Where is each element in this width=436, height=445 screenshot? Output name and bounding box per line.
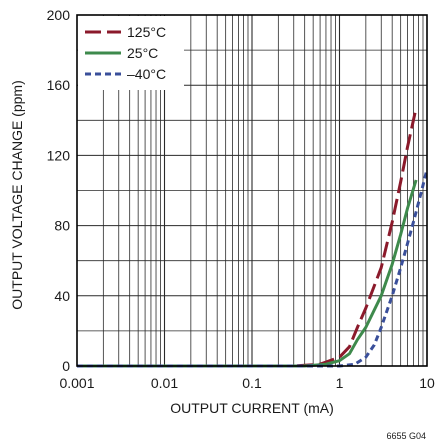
legend-label-0: 125°C: [127, 24, 166, 40]
y-tick-label: 160: [47, 77, 71, 93]
legend-label-2: –40°C: [127, 66, 166, 82]
x-tick-label: 0.1: [242, 375, 262, 391]
y-tick-label: 80: [54, 218, 70, 234]
series-line-0: [77, 107, 418, 368]
x-axis-label: OUTPUT CURRENT (mA): [170, 400, 334, 416]
y-tick-label: 40: [54, 288, 70, 304]
x-tick-label: 0.01: [151, 375, 178, 391]
x-tick-label: 0.001: [59, 375, 94, 391]
legend-label-1: 25°C: [127, 45, 158, 61]
y-tick-label: 0: [62, 358, 70, 374]
legend: 125°C 25°C –40°C: [78, 16, 184, 90]
tick-labels: 0.001 0.01 0.1 1 10 0 40 80 120 160 200: [47, 7, 435, 391]
x-tick-label: 1: [336, 375, 344, 391]
y-tick-label: 120: [47, 147, 71, 163]
figure-footnote: 6655 G04: [386, 431, 426, 441]
plot-frame: [76, 14, 428, 367]
x-tick-label: 10: [419, 375, 435, 391]
series-line-1: [77, 179, 418, 368]
y-tick-label: 200: [47, 7, 71, 23]
y-axis-label: OUTPUT VOLTAGE CHANGE (ppm): [9, 80, 25, 309]
